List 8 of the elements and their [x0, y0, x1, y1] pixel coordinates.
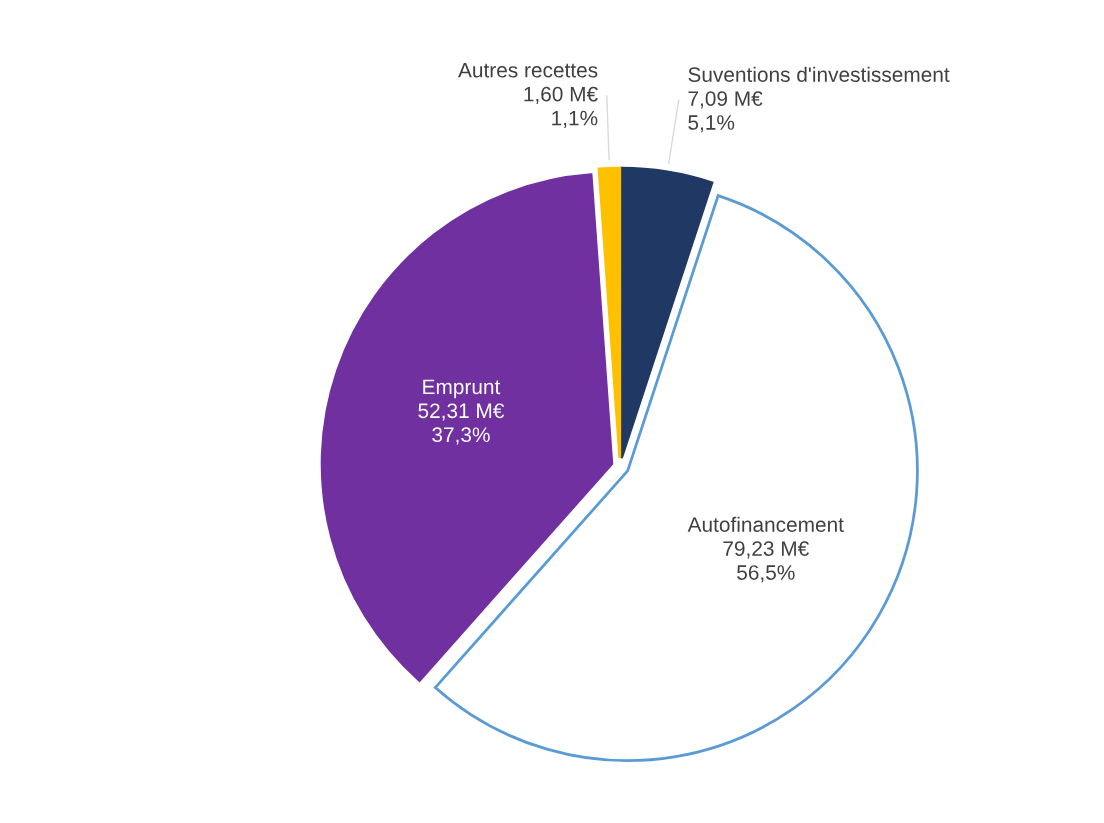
data-label: 79,23 M€ 56,5% [723, 541, 809, 583]
slice-label: Autres recettes [458, 63, 598, 78]
slice-label: Autofinancement [687, 516, 844, 532]
data-label: 52,31 M€ 37,3% [418, 403, 505, 445]
slice-label: Suventions d'investissement [688, 66, 950, 82]
data-label: 7,09 M€ 5,1% [688, 91, 763, 133]
data-label: 1,60 M€ 1,1% [524, 86, 598, 128]
slice-label: Emprunt [423, 379, 501, 399]
